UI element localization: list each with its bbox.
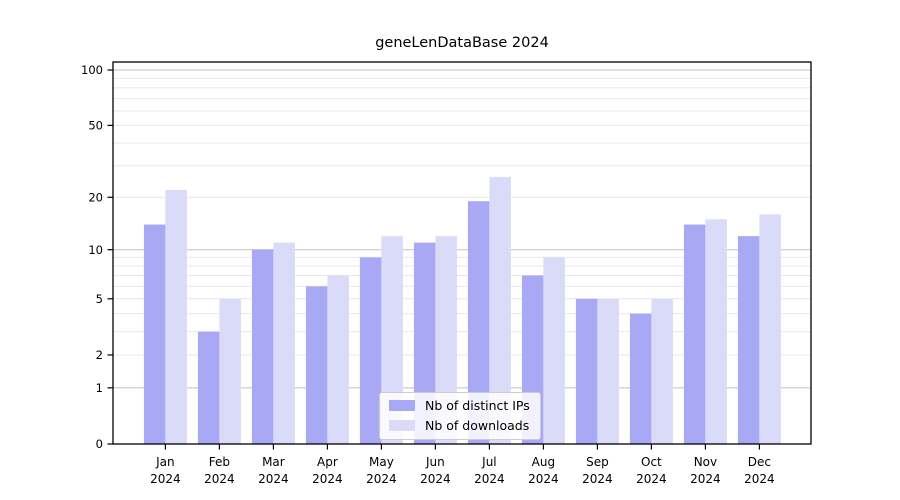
x-axis-tick-label: Jan 2024 [150,455,181,486]
x-axis-tick-label: Feb 2024 [204,455,235,486]
bar-downloads [489,176,511,444]
bar-distinct-ips [737,236,760,444]
bar-distinct-ips [683,224,706,444]
bar-distinct-ips [359,257,382,444]
bar-distinct-ips [467,201,490,444]
bar-downloads [327,275,349,444]
y-axis-tick-label: 50 [88,119,103,133]
bar-distinct-ips [575,298,598,444]
legend-entry-distinct-ips: Nb of distinct IPs [389,398,530,413]
bar-distinct-ips [251,249,274,444]
x-axis-tick-label: Mar 2024 [258,455,289,486]
bar-distinct-ips [197,331,220,444]
bar-downloads [651,298,673,444]
legend-label-distinct-ips: Nb of distinct IPs [425,398,530,413]
x-axis-tick-label: Nov 2024 [690,455,721,486]
legend-swatch-downloads [389,420,415,431]
x-axis-tick-label: Dec 2024 [744,455,775,486]
bar-distinct-ips [629,313,652,444]
x-axis-tick-label: Apr 2024 [312,455,343,486]
x-axis-tick-label: Aug 2024 [528,455,559,486]
x-axis-tick-label: Jun 2024 [420,455,451,486]
y-axis-tick-label: 5 [96,292,103,306]
x-axis-tick-label: Sep 2024 [582,455,613,486]
bar-distinct-ips [305,286,328,444]
plot-border [112,61,812,445]
x-axis-tick-label: May 2024 [366,455,397,486]
bar-downloads [273,242,295,444]
chart-title: geneLenDataBase 2024 [375,35,549,51]
legend: Nb of distinct IPs Nb of downloads [379,392,541,440]
y-axis-tick-label: 20 [88,190,103,204]
bar-downloads [759,214,781,444]
bar-downloads [219,298,241,444]
legend-swatch-distinct-ips [389,400,415,411]
y-axis-tick-label: 2 [96,348,103,362]
bar-distinct-ips [143,224,166,444]
legend-label-downloads: Nb of downloads [425,418,530,433]
legend-entry-downloads: Nb of downloads [389,418,530,433]
bar-downloads [543,257,565,444]
x-axis-tick-label: Oct 2024 [636,455,667,486]
bar-downloads [705,219,727,444]
y-axis-tick-label: 1 [96,381,103,395]
y-axis-tick-label: 10 [88,243,103,257]
bar-downloads [597,298,619,444]
x-axis-tick-label: Jul 2024 [474,455,505,486]
bar-downloads [165,189,187,444]
y-axis-tick-label: 100 [81,63,103,77]
y-axis-tick-label: 0 [96,437,103,451]
